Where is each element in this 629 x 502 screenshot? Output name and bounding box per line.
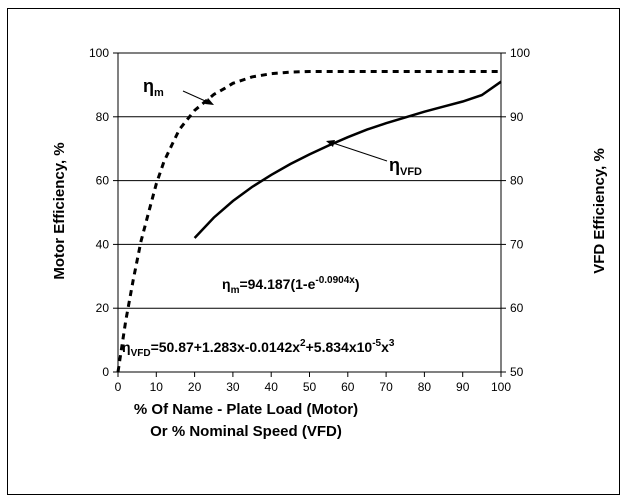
y-left-tick-label: 20	[96, 301, 110, 315]
x-tick-label: 100	[491, 380, 511, 394]
y-left-tick-label: 40	[96, 237, 110, 251]
y-left-tick-label: 60	[96, 174, 110, 188]
motor-arrow-head	[205, 98, 214, 105]
y-right-tick-label: 60	[510, 301, 524, 315]
x-tick-label: 50	[303, 380, 317, 394]
y-left-tick-label: 100	[89, 46, 109, 60]
y-right-tick-label: 90	[510, 110, 524, 124]
vfd-efficiency-line	[193, 80, 502, 239]
x-tick-label: 20	[188, 380, 202, 394]
y-left-tick-label: 0	[102, 365, 109, 379]
x-tick-label: 30	[226, 380, 240, 394]
plot-area	[117, 52, 502, 373]
y-left-tick-label: 80	[96, 110, 110, 124]
gridlines	[118, 116, 501, 309]
vfd-label-arrow	[329, 141, 388, 162]
y-axis-left-title: Motor Efficiency, %	[51, 142, 68, 279]
x-tick-label: 70	[379, 380, 393, 394]
vfd-arrow-head	[326, 140, 335, 147]
axis-ticks	[113, 52, 506, 377]
x-tick-label: 60	[341, 380, 355, 394]
x-axis-title-line1: % Of Name - Plate Load (Motor)	[134, 401, 358, 418]
motor-series-label: ηm	[143, 76, 164, 99]
y-right-tick-label: 70	[510, 237, 524, 251]
chart-frame	[7, 8, 620, 495]
x-axis-title-line2: Or % Nominal Speed (VFD)	[150, 423, 342, 440]
x-tick-label: 10	[150, 380, 164, 394]
y-right-tick-label: 50	[510, 365, 524, 379]
motor-efficiency-line	[116, 70, 501, 373]
y-right-tick-label: 100	[510, 46, 530, 60]
vfd-equation: ηVFD=50.87+1.283x-0.0142x2+5.834x10-5x3	[122, 338, 395, 359]
x-tick-label: 90	[456, 380, 470, 394]
motor-equation: ηm=94.187(1-e-0.0904x)	[222, 275, 360, 296]
x-tick-label: 40	[265, 380, 279, 394]
x-tick-label: 80	[418, 380, 432, 394]
vfd-series-label: ηVFD	[389, 155, 422, 178]
x-tick-label: 0	[115, 380, 122, 394]
y-axis-right-title: VFD Efficiency, %	[591, 148, 608, 274]
y-right-tick-label: 80	[510, 174, 524, 188]
